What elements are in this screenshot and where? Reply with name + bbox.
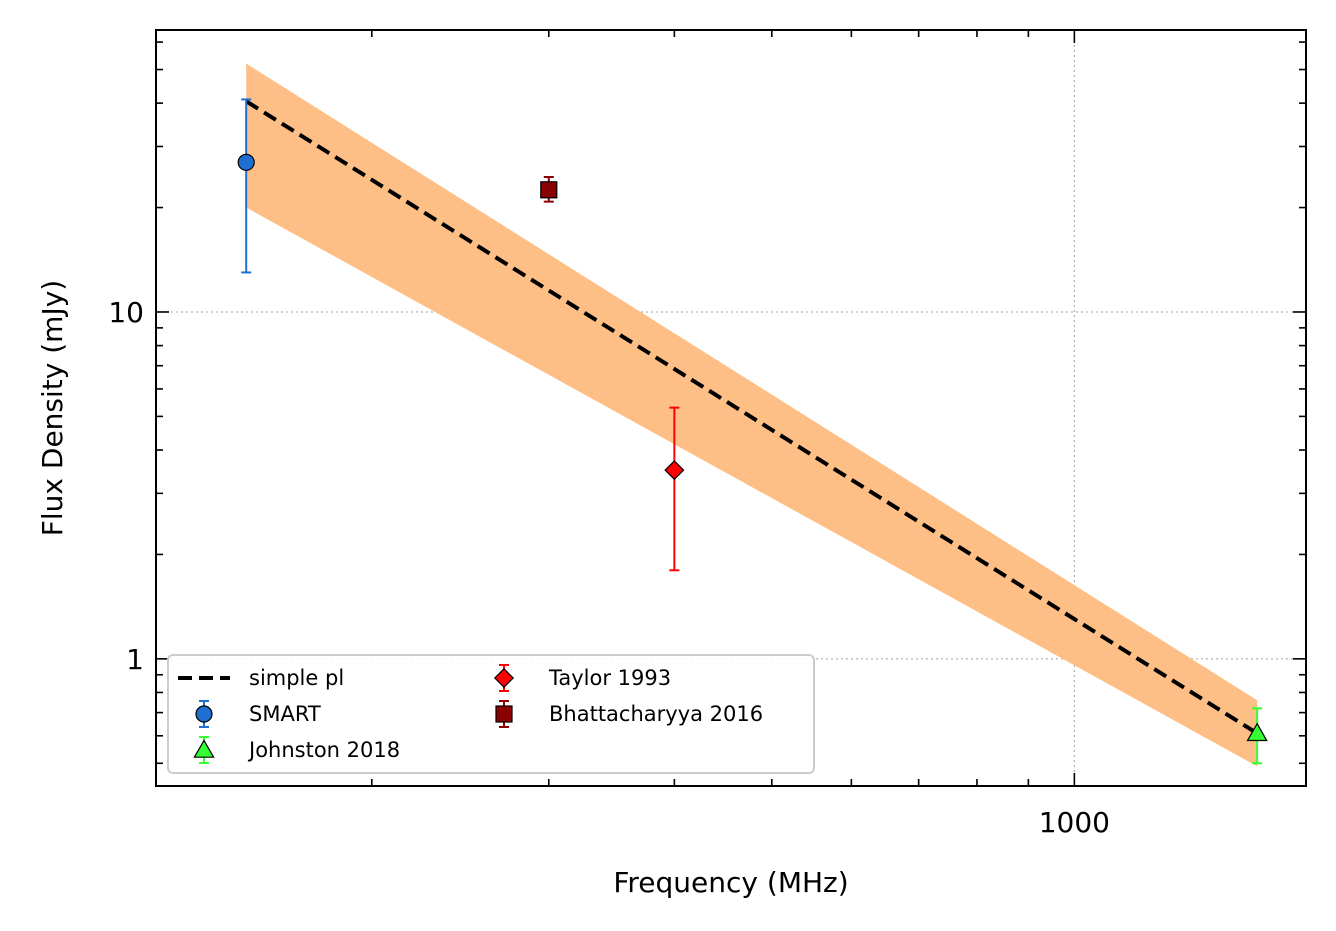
legend-entry-taylor-1993: Taylor 1993 xyxy=(493,664,671,692)
legend-label-bhattacharyya-2016: Bhattacharyya 2016 xyxy=(549,702,763,726)
legend-marker-taylor-1993 xyxy=(493,667,515,689)
legend-entry-smart: SMART xyxy=(195,700,321,728)
axis-ticks xyxy=(156,30,1306,786)
series-taylor-1993 xyxy=(664,406,685,572)
y-axis-label: Flux Density (mJy) xyxy=(36,280,69,536)
legend-marker-smart xyxy=(195,705,213,723)
data-point-taylor-1993 xyxy=(664,460,685,481)
y-tick-label-10: 10 xyxy=(108,296,144,329)
series-bhattacharyya-2016 xyxy=(540,175,558,203)
legend-label-simple-pl: simple pl xyxy=(249,666,344,690)
legend-entry-simple-pl: simple pl xyxy=(178,666,344,690)
legend-marker-johnston-2018 xyxy=(193,739,215,758)
legend-marker-bhattacharyya-2016 xyxy=(495,705,513,723)
plot-frame xyxy=(155,29,1307,787)
legend-entry-bhattacharyya-2016: Bhattacharyya 2016 xyxy=(495,700,763,728)
x-tick-label-1000: 1000 xyxy=(1039,806,1110,839)
legend-label-smart: SMART xyxy=(249,702,321,726)
data-point-smart xyxy=(237,153,255,171)
series-smart xyxy=(237,98,255,274)
x-axis-label: Frequency (MHz) xyxy=(613,866,848,899)
y-tick-label-1: 1 xyxy=(126,643,144,676)
legend-label-johnston-2018: Johnston 2018 xyxy=(247,738,400,762)
fit-line-simple-pl xyxy=(245,99,1259,736)
legend-label-taylor-1993: Taylor 1993 xyxy=(548,666,671,690)
series-johnston-2018 xyxy=(1246,707,1268,765)
tick-labels: 1000 1 10 xyxy=(108,296,1110,839)
data-point-bhattacharyya-2016 xyxy=(540,181,558,199)
data-points xyxy=(237,98,1268,765)
fit-line-layer xyxy=(245,99,1259,736)
legend: simple pl SMART Johnston 2018 Taylor 1993 Bh… xyxy=(167,654,815,774)
legend-box xyxy=(167,654,815,774)
legend-entry-johnston-2018: Johnston 2018 xyxy=(193,736,400,764)
data-point-johnston-2018 xyxy=(1246,722,1268,742)
